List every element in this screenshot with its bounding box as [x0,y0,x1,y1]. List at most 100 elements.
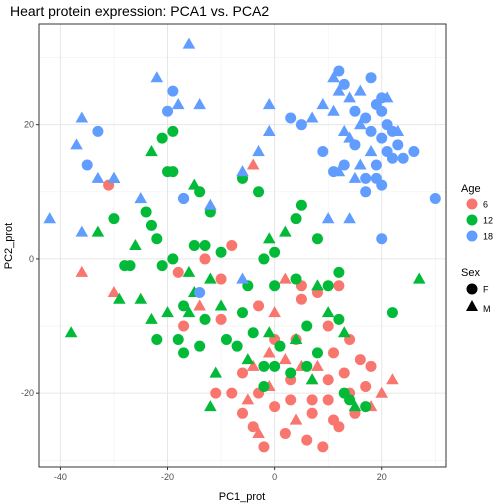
data-point-age-12-f [178,347,190,359]
data-point-age-6-f [269,401,281,413]
data-point-age-18-m [262,124,276,136]
data-point-age-6-m [279,272,292,284]
data-point-age-6-f [333,421,345,433]
data-point-age-12-f [333,266,345,278]
data-point-age-18-f [429,193,441,205]
data-point-age-12-f [360,401,372,413]
data-point-age-18-m [327,71,340,83]
data-point-age-18-m [354,84,367,96]
data-point-age-18-m [91,171,105,183]
data-point-age-6-f [333,280,345,292]
legend-label-sex-f: F [483,285,489,295]
data-point-age-6-f [178,320,190,332]
data-point-age-18-m [327,104,340,116]
data-point-age-6-f [285,394,297,406]
data-point-age-12-f [311,347,323,359]
data-point-age-12-f [258,360,270,372]
data-point-age-12-f [344,394,356,406]
data-point-age-12-f [231,340,243,352]
y-axis-title: PC2_prot [3,223,15,269]
data-point-age-18-f [333,65,345,77]
data-point-age-18-f [167,85,179,97]
data-point-age-18-f [328,166,340,178]
color-legend-title: Age [461,183,481,195]
data-point-age-6-f [247,421,259,433]
data-point-age-12-f [253,186,265,198]
data-point-age-6-f [226,387,238,399]
data-point-age-12-f [167,166,179,178]
data-point-age-12-f [145,219,157,231]
data-point-age-12-f [247,327,259,339]
data-point-age-18-f [376,105,388,117]
data-point-age-18-m [171,98,185,110]
data-point-age-12-m [209,366,223,378]
data-point-age-12-f [178,300,190,312]
data-point-age-18-f [285,112,297,124]
data-point-age-12-f [124,260,136,272]
data-point-age-12-f [269,280,281,292]
data-point-age-12-m [145,145,158,157]
data-point-age-18-m [182,37,196,49]
data-point-age-12-f [290,273,302,285]
data-point-age-18-m [204,198,217,210]
data-point-age-6-m [386,373,399,385]
data-point-age-18-f [194,286,206,298]
shape-legend-title: Sex [461,267,480,279]
data-point-age-6-f [322,394,334,406]
data-point-age-12-m [305,373,319,385]
data-point-age-12-f [156,132,168,144]
data-point-age-6-f [295,293,307,305]
data-point-age-12-f [274,340,286,352]
data-point-age-12-f [194,186,206,198]
data-point-age-12-m [412,272,426,284]
data-point-age-6-f [306,407,318,419]
data-point-age-12-f [199,240,211,251]
data-point-age-18-f [365,125,377,137]
data-point-age-12-f [140,206,152,218]
data-point-age-18-m [236,272,249,284]
data-point-age-12-f [172,333,184,345]
data-point-age-12-m [134,292,148,304]
data-point-age-18-f [338,159,350,171]
data-point-age-12-f [258,253,270,265]
data-point-age-12-f [301,320,313,332]
data-point-age-18-m [70,138,83,150]
data-point-age-12-m [204,272,217,284]
legend-label-sex-m: M [483,304,491,314]
data-point-age-18-f [295,119,307,131]
data-point-age-12-f [295,199,307,211]
data-point-age-12-m [321,306,335,318]
data-point-age-6-f [322,320,334,332]
data-point-age-18-f [178,193,190,205]
data-point-age-6-f [199,253,211,265]
data-point-age-12-m [289,332,303,345]
data-point-age-6-m [252,426,265,438]
data-point-age-12-m [113,292,126,304]
legend-key-age-6 [466,198,478,210]
data-point-age-18-m [321,212,335,224]
data-point-age-6-m [107,285,121,298]
data-point-age-12-f [301,360,313,372]
x-tick-label: -20 [161,472,174,482]
data-point-age-6-f [301,434,313,446]
x-tick-label: -40 [54,472,67,482]
data-point-age-12-f [215,246,227,258]
data-point-age-6-m [262,346,276,358]
data-point-age-6-f [237,407,248,419]
data-point-age-12-f [220,333,232,345]
data-point-age-18-m [305,111,319,123]
legend-label-age-18: 18 [483,232,493,242]
data-point-age-18-f [376,233,388,245]
data-point-age-6-m [193,299,206,311]
x-axis-title: PC1_prot [219,491,265,503]
data-point-age-12-m [241,353,255,365]
data-point-age-18-f [360,112,372,124]
plot-panel [38,23,447,468]
data-points [43,37,441,453]
data-point-age-12-f [285,367,297,379]
data-point-age-18-f [349,105,361,117]
data-point-age-12-m [348,400,362,412]
data-point-age-18-f [92,125,104,137]
data-point-age-12-m [161,306,174,318]
data-point-age-18-m [150,71,164,83]
